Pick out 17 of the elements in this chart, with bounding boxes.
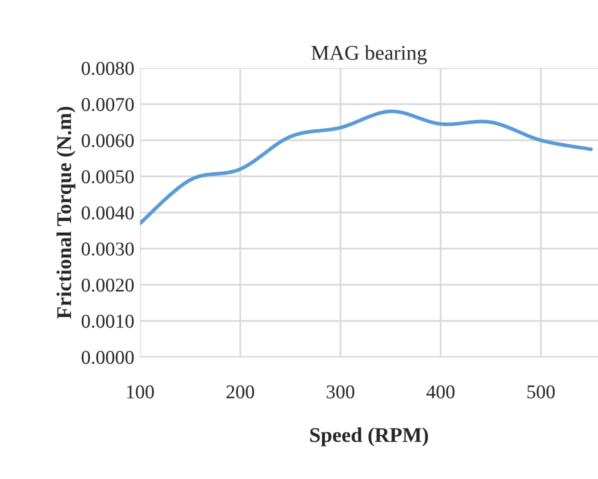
y-tick-label: 0.0030 <box>82 242 134 256</box>
y-axis-title: Frictional Torque (N.m) <box>56 106 76 319</box>
y-tick-label: 0.0040 <box>82 206 134 220</box>
x-tick-label: 200 <box>226 385 254 398</box>
x-tick-label: 400 <box>426 385 454 398</box>
y-tick-label: 0.0020 <box>82 278 134 292</box>
y-tick-label: 0.0010 <box>82 314 134 328</box>
x-tick-label: 500 <box>527 385 555 398</box>
x-tick-label: 100 <box>127 385 154 398</box>
y-tick-label: 0.0050 <box>82 170 134 184</box>
y-tick-label: 0.0000 <box>82 350 134 364</box>
x-axis-title: Speed (RPM) <box>310 427 428 446</box>
y-tick-label: 0.0080 <box>82 62 134 76</box>
y-tick-label: 0.0060 <box>82 134 134 148</box>
y-tick-label: 0.0070 <box>82 98 134 112</box>
chart-title: MAG bearing <box>311 45 427 64</box>
x-tick-label: 300 <box>326 385 354 398</box>
